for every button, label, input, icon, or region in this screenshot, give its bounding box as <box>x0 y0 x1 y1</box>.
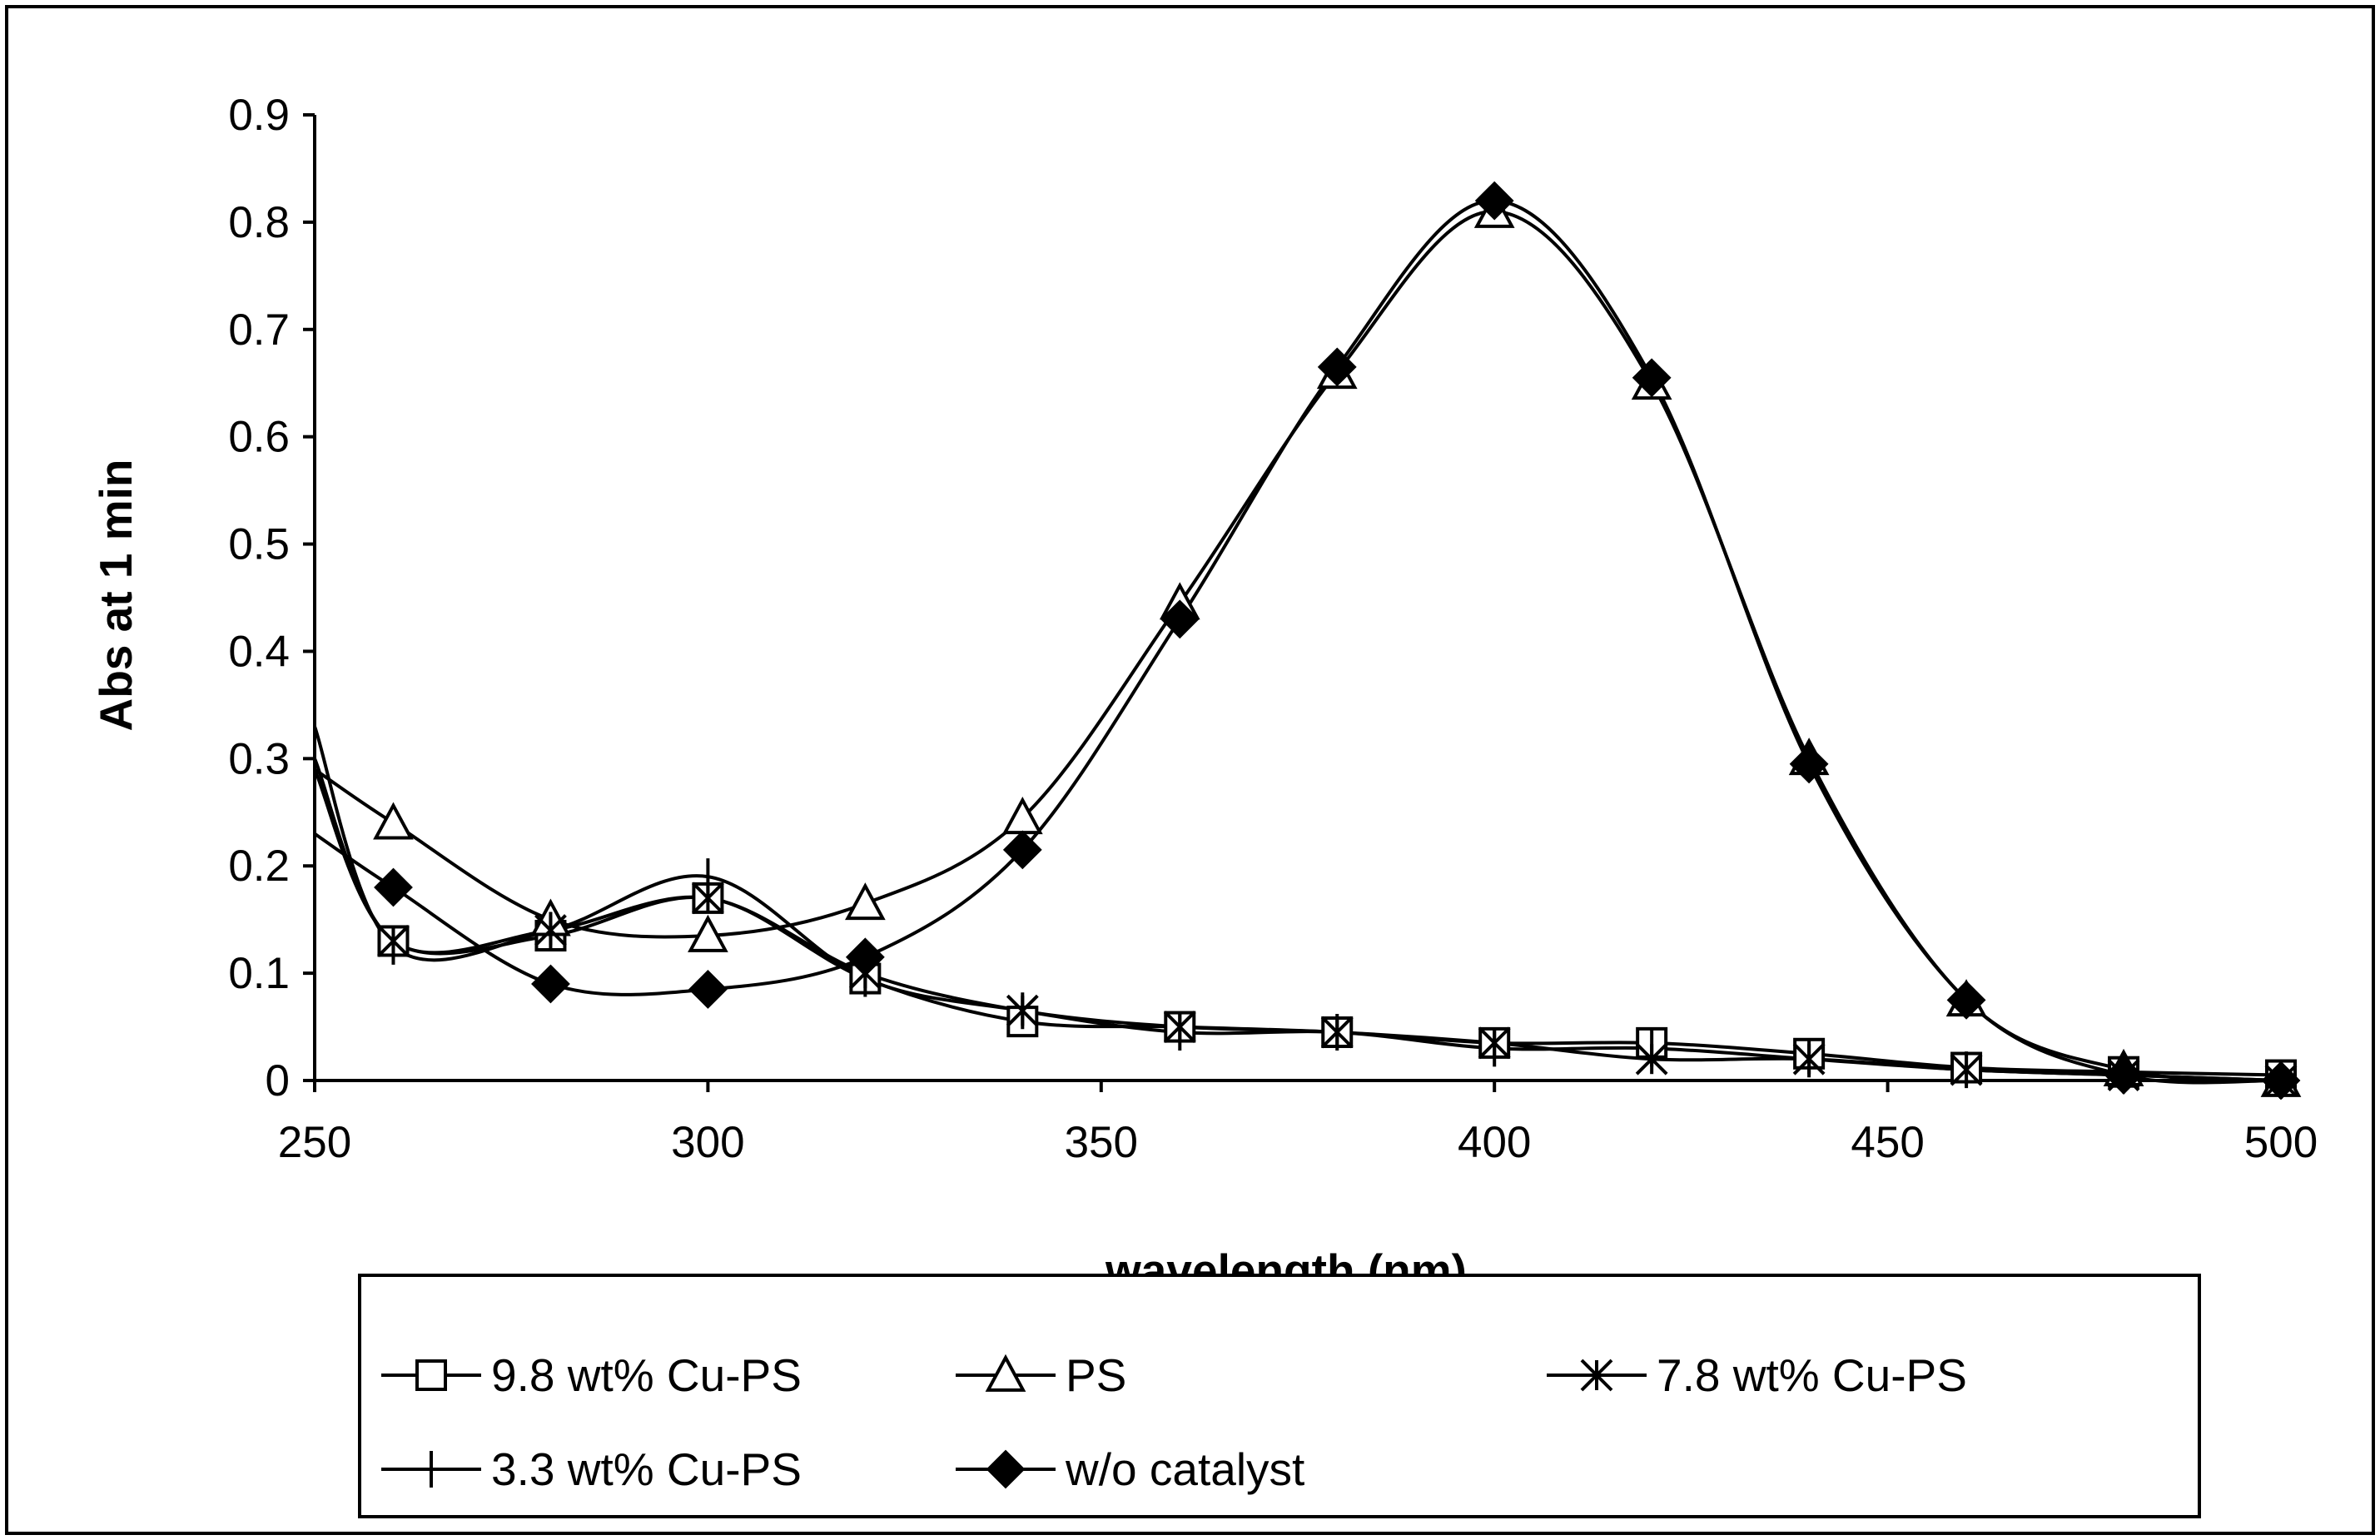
y-tick-label: 0.7 <box>228 306 290 355</box>
legend-item: 9.8 wt% Cu-PS <box>381 1349 802 1401</box>
y-tick-label: 0.3 <box>228 734 290 783</box>
y-tick-label: 0.1 <box>228 949 290 998</box>
x-tick-label: 250 <box>278 1118 351 1167</box>
y-axis-label: Abs at 1 min <box>90 459 142 731</box>
legend-marker <box>415 1359 447 1391</box>
data-point <box>1632 358 1672 398</box>
data-point <box>1160 599 1200 639</box>
data-point <box>373 802 414 840</box>
legend-label: 3.3 wt% Cu-PS <box>491 1443 802 1495</box>
x-tick-label: 350 <box>1065 1118 1138 1167</box>
data-point <box>374 867 413 907</box>
data-point <box>688 914 728 952</box>
data-point <box>1789 744 1829 784</box>
data-point <box>531 964 570 1004</box>
y-tick-label: 0.2 <box>228 842 290 891</box>
y-tick-label: 0.6 <box>228 413 290 462</box>
legend: 9.8 wt% Cu-PS PS 7.8 wt% Cu-PS 3.3 wt% Cu-P… <box>358 1274 2201 1518</box>
y-tick-label: 0.4 <box>228 627 290 676</box>
x-tick-label: 500 <box>2244 1118 2318 1167</box>
legend-label: PS <box>1066 1349 1126 1401</box>
legend-label: 7.8 wt% Cu-PS <box>1657 1349 1967 1401</box>
data-point <box>1317 347 1357 387</box>
y-tick-label: 0.8 <box>228 198 290 247</box>
y-tick-label: 0.9 <box>228 91 290 140</box>
legend-item: w/o catalyst <box>956 1443 1304 1495</box>
data-point <box>845 882 886 921</box>
legend-label: 9.8 wt% Cu-PS <box>491 1349 802 1401</box>
data-point <box>2261 1061 2301 1100</box>
legend-box <box>358 1274 2201 1518</box>
data-point <box>1002 830 1042 870</box>
legend-label: w/o catalyst <box>1065 1443 1304 1495</box>
data-point <box>1946 980 1986 1020</box>
series-markers <box>373 181 2302 1100</box>
legend-marker <box>985 1354 1026 1392</box>
legend-item: 7.8 wt% Cu-PS <box>1547 1349 1967 1401</box>
x-tick-label: 400 <box>1458 1118 1531 1167</box>
axes: 0 0.1 0.2 0.3 0.4 0.5 0.6 0.7 0.8 0.9 250 300 350 400… <box>228 91 2318 1167</box>
x-tick-label: 450 <box>1851 1118 1924 1167</box>
data-point <box>1474 181 1514 221</box>
x-tick-label: 300 <box>671 1118 744 1167</box>
legend-marker <box>986 1449 1026 1489</box>
y-tick-label: 0 <box>266 1056 290 1105</box>
data-point <box>845 937 885 977</box>
legend-item: PS <box>956 1349 1126 1401</box>
legend-marker <box>1580 1359 1613 1392</box>
y-tick-label: 0.5 <box>228 520 290 569</box>
data-point <box>2104 1056 2144 1095</box>
data-point <box>688 970 728 1009</box>
legend-item: 3.3 wt% Cu-PS <box>381 1443 802 1495</box>
